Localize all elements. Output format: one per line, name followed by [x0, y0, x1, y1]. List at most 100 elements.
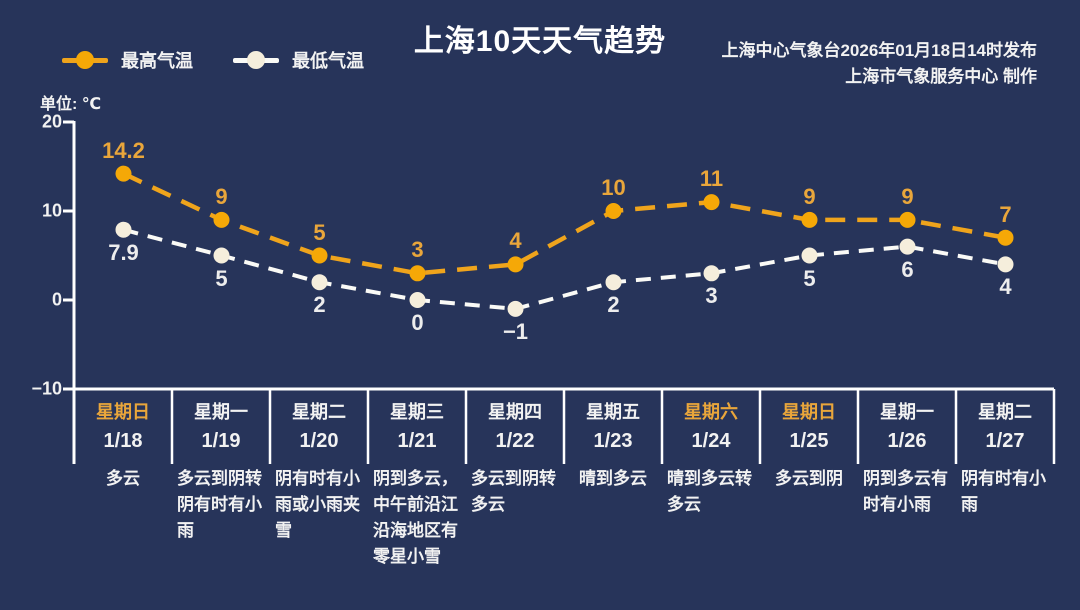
date-label: 1/21: [397, 430, 437, 452]
day-column: 星期一 1/19 多云到阴转阴有时有小雨: [172, 399, 270, 544]
min-temp-value: 2: [313, 292, 326, 318]
date-label: 1/25: [789, 430, 829, 452]
y-tick-label: −10: [31, 378, 62, 399]
weather-description: 多云到阴: [775, 469, 843, 488]
weekday-label: 星期六: [684, 402, 738, 422]
weekday-label: 星期日: [96, 402, 150, 422]
min-temp-point: [409, 292, 426, 308]
min-temp-point: [115, 221, 132, 238]
date-label: 1/27: [985, 430, 1025, 452]
y-tick-label: 10: [41, 200, 62, 221]
max-temp-point: [115, 165, 132, 182]
weather-cell: 晴到多云: [564, 466, 662, 492]
min-temp-point: [801, 247, 818, 264]
day-column: 星期四 1/22 多云到阴转多云: [466, 399, 564, 518]
day-column: 星期三 1/21 阴到多云，中午前沿江沿海地区有零星小雪: [368, 399, 466, 570]
min-temp-point: [507, 300, 524, 317]
weekday-label: 星期一: [194, 402, 248, 422]
max-temp-value: 11: [699, 166, 724, 192]
weekday-label: 星期三: [390, 402, 444, 422]
date-label: 1/18: [103, 430, 143, 452]
weather-description: 晴到多云: [579, 469, 647, 488]
min-temp-value: 6: [901, 256, 914, 282]
day-column: 星期二 1/27 阴有时有小雨: [956, 399, 1054, 518]
date-label: 1/20: [299, 430, 339, 452]
weather-cell: 晴到多云转多云: [662, 466, 760, 518]
max-temp-point: [801, 211, 818, 228]
min-temp-line: [122, 227, 1006, 311]
max-temp-point: [605, 203, 622, 219]
min-temp-point: [997, 256, 1014, 273]
page-title: 上海10天天气趋势: [413, 25, 667, 58]
max-temp-line: [122, 171, 1006, 276]
max-temp-dot-icon: [76, 51, 94, 69]
weather-description: 阴到多云有时有小雨: [863, 469, 948, 514]
weather-description: 晴到多云转多云: [667, 469, 752, 514]
date-label: 1/22: [495, 430, 535, 452]
max-temp-point: [703, 194, 720, 211]
legend-label-max-temp: 最高气温: [121, 51, 193, 71]
weekday-label: 星期五: [586, 402, 640, 422]
weather-description: 多云到阴转阴有时有小雨: [177, 469, 262, 540]
min-temp-value: 4: [999, 274, 1012, 300]
day-column: 星期日 1/18 多云: [74, 399, 172, 492]
date-label: 1/23: [593, 430, 633, 452]
weather-cell: 阴到多云，中午前沿江沿海地区有零星小雪: [368, 466, 466, 570]
y-tick-label: 0: [51, 289, 62, 310]
chart-legend: 最高气温 最低气温: [62, 47, 364, 73]
weather-cell: 阴有时有小雨或小雨夹雪: [270, 466, 368, 544]
max-temp-point: [899, 211, 916, 228]
max-temp-value: 14.2: [102, 137, 145, 163]
min-temp-line-marker-icon: [233, 51, 279, 69]
issued-by-line: 上海中心气象台2026年01月18日14时发布: [721, 41, 1037, 60]
weather-cell: 阴有时有小雨: [956, 466, 1054, 518]
weekday-label: 星期日: [782, 402, 836, 422]
weather-description: 多云到阴转多云: [471, 469, 556, 514]
min-temp-point: [311, 274, 328, 291]
weather-cell: 多云到阴转多云: [466, 466, 564, 518]
day-column: 星期二 1/20 阴有时有小雨或小雨夹雪: [270, 399, 368, 544]
day-column: 星期一 1/26 阴到多云有时有小雨: [858, 399, 956, 518]
weather-cell: 阴到多云有时有小雨: [858, 466, 956, 518]
max-temp-point: [311, 247, 328, 264]
day-column: 星期五 1/23 晴到多云: [564, 399, 662, 492]
max-temp-value: 5: [313, 219, 326, 245]
weather-cell: 多云到阴: [760, 466, 858, 492]
y-tick-label: 20: [41, 111, 62, 132]
weekday-label: 星期二: [292, 402, 346, 422]
weather-description: 阴到多云，中午前沿江沿海地区有零星小雪: [373, 469, 458, 566]
max-temp-value: 9: [901, 183, 914, 209]
weather-description: 阴有时有小雨或小雨夹雪: [275, 469, 360, 540]
legend-item-min-temp: 最低气温: [233, 47, 364, 73]
min-temp-point: [213, 247, 230, 264]
min-temp-value: 5: [215, 265, 228, 291]
weather-description: 阴有时有小雨: [961, 469, 1046, 514]
weekday-label: 星期四: [488, 402, 542, 422]
min-temp-point: [605, 274, 622, 291]
legend-item-max-temp: 最高气温: [62, 47, 193, 73]
max-temp-value: 7: [999, 201, 1012, 227]
min-temp-value: 0: [411, 310, 424, 335]
max-temp-value: 9: [215, 183, 228, 209]
max-temp-value: 10: [601, 175, 626, 200]
min-temp-dot-icon: [247, 51, 265, 69]
weekday-label: 星期二: [978, 402, 1032, 422]
weather-cell: 多云: [74, 466, 172, 492]
produced-by-line: 上海市气象服务中心 制作: [845, 67, 1037, 86]
weather-cell: 多云到阴转阴有时有小雨: [172, 466, 270, 544]
max-temp-point: [507, 256, 524, 273]
min-temp-value: 3: [705, 283, 718, 309]
min-temp-point: [703, 265, 720, 282]
date-label: 1/26: [887, 430, 927, 452]
date-label: 1/24: [691, 430, 731, 452]
legend-label-min-temp: 最低气温: [292, 51, 364, 71]
max-temp-point: [213, 211, 230, 228]
max-temp-point: [409, 265, 426, 282]
min-temp-value: 5: [803, 265, 816, 291]
max-temp-value: 4: [509, 228, 522, 254]
min-temp-value: 2: [607, 292, 620, 318]
date-label: 1/19: [201, 430, 241, 452]
weather-description: 多云: [106, 469, 140, 488]
